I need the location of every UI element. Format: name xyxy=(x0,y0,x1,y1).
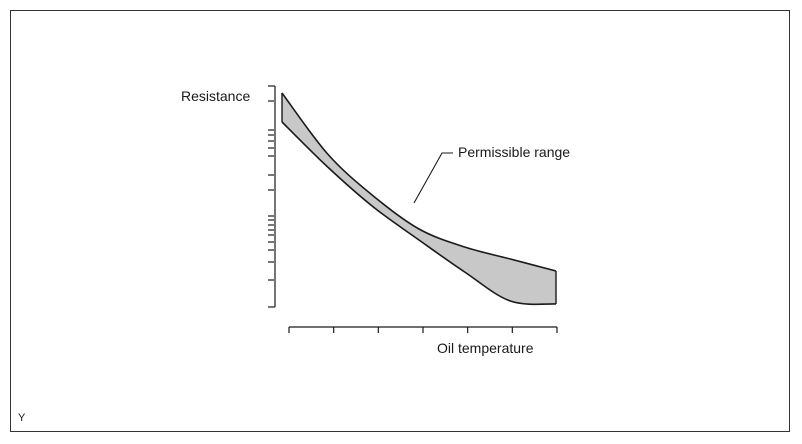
x-axis xyxy=(288,326,558,333)
corner-mark: Y xyxy=(18,412,26,424)
permissible-range-annotation: Permissible range xyxy=(458,144,570,160)
y-axis-label: Resistance xyxy=(181,88,250,104)
lower-bound-line xyxy=(281,121,557,306)
permissible-range-band xyxy=(282,93,556,305)
y-axis xyxy=(268,85,276,308)
figure-frame xyxy=(10,10,790,432)
upper-bound-line xyxy=(281,92,557,272)
annotation-leader-line xyxy=(413,152,453,204)
x-axis-label: Oil temperature xyxy=(437,340,534,356)
